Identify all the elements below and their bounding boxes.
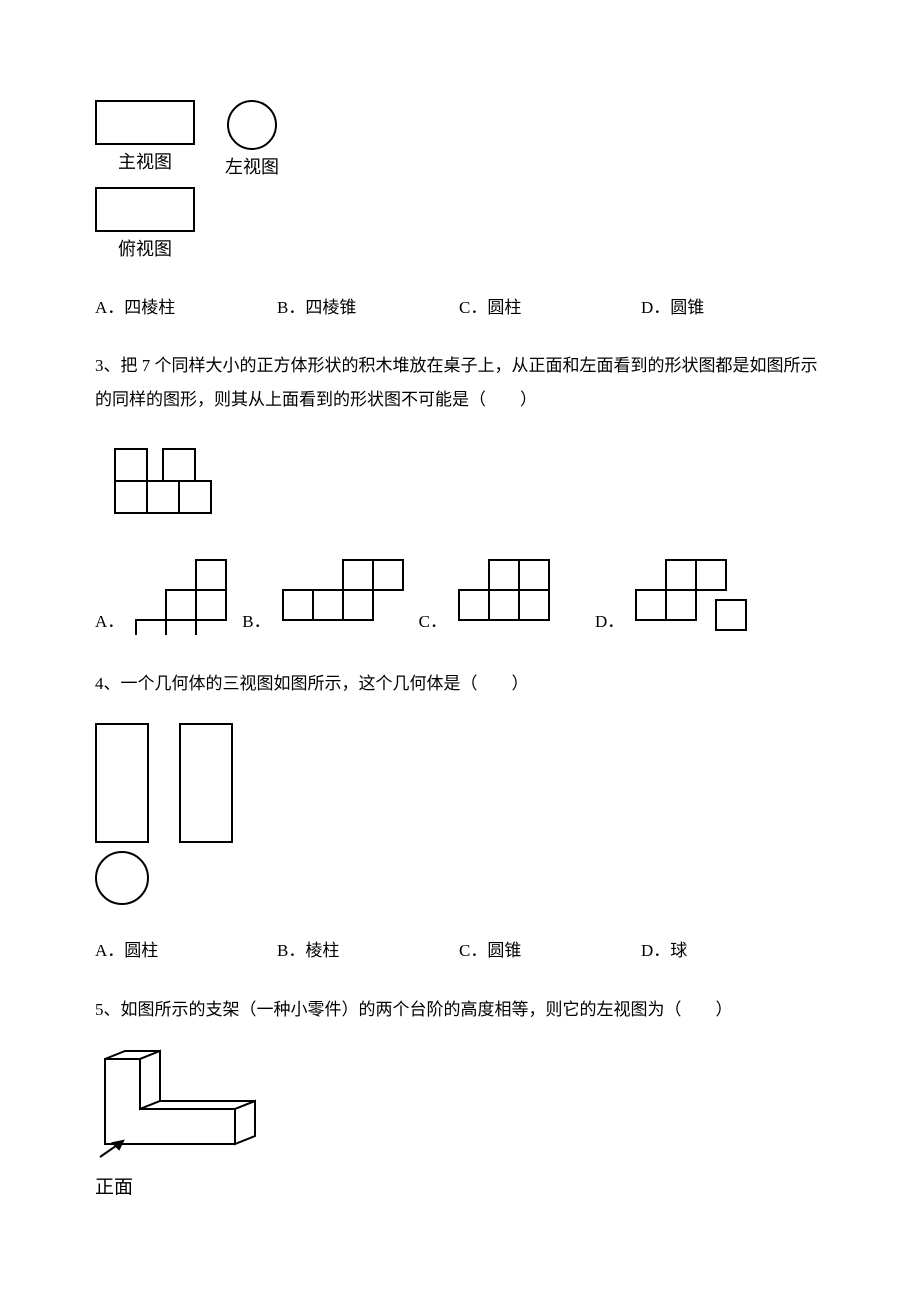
q2-option-d: D．圆锥 <box>641 294 751 321</box>
q3-given-svg <box>95 439 225 519</box>
q3-option-c-label: C． <box>419 608 447 635</box>
q5-question-text: 5、如图所示的支架（一种小零件）的两个台阶的高度相等，则它的左视图为（ ） <box>95 993 825 1027</box>
q2-option-c: C．圆柱 <box>459 294 569 321</box>
q3-option-c: C． <box>419 555 585 635</box>
q4-option-a: A．圆柱 <box>95 937 205 964</box>
front-view-label: 主视图 <box>118 148 172 177</box>
q4-rect-2 <box>179 723 233 843</box>
q3-given-figure <box>95 439 825 528</box>
q3-options: A． B． C． <box>95 555 825 635</box>
q3-option-a-figure <box>132 555 232 635</box>
left-view-block: 左视图 <box>225 100 279 182</box>
q3-option-a: A． <box>95 555 232 635</box>
q5-figure: 正面 <box>95 1049 825 1204</box>
q3-option-a-label: A． <box>95 608 124 635</box>
q5-front-label: 正面 <box>95 1173 825 1203</box>
q3-option-b: B． <box>242 555 408 635</box>
q2-option-b: B．四棱锥 <box>277 294 387 321</box>
q3-option-b-figure <box>279 555 409 635</box>
q3-option-d-label: D． <box>595 608 624 635</box>
q4-option-c: C．圆锥 <box>459 937 569 964</box>
q4-circle <box>95 851 149 905</box>
q4-question-text: 4、一个几何体的三视图如图所示，这个几何体是（ ） <box>95 667 825 701</box>
q2-views-figure: 主视图 左视图 俯视图 <box>95 100 825 264</box>
q4-rect-1 <box>95 723 149 843</box>
q2-option-a: A．四棱柱 <box>95 294 205 321</box>
front-view-block: 主视图 <box>95 100 195 182</box>
q3-option-c-figure <box>455 555 585 635</box>
q3-option-b-label: B． <box>242 608 270 635</box>
q2-options: A．四棱柱 B．四棱锥 C．圆柱 D．圆锥 <box>95 294 825 321</box>
q4-views-top <box>95 723 825 843</box>
q5-bracket-svg <box>95 1049 275 1159</box>
front-view-rect <box>95 100 195 145</box>
left-view-label: 左视图 <box>225 153 279 182</box>
q3-question-text: 3、把 7 个同样大小的正方体形状的积木堆放在桌子上，从正面和左面看到的形状图都… <box>95 349 825 417</box>
q3-option-d-figure <box>632 555 762 635</box>
q3-option-d: D． <box>595 555 762 635</box>
q4-options: A．圆柱 B．棱柱 C．圆锥 D．球 <box>95 937 825 964</box>
q4-option-b: B．棱柱 <box>277 937 387 964</box>
top-view-block: 俯视图 <box>95 187 195 264</box>
left-view-circle <box>227 100 277 150</box>
q4-option-d: D．球 <box>641 937 751 964</box>
top-view-label: 俯视图 <box>118 235 172 264</box>
top-view-rect <box>95 187 195 232</box>
